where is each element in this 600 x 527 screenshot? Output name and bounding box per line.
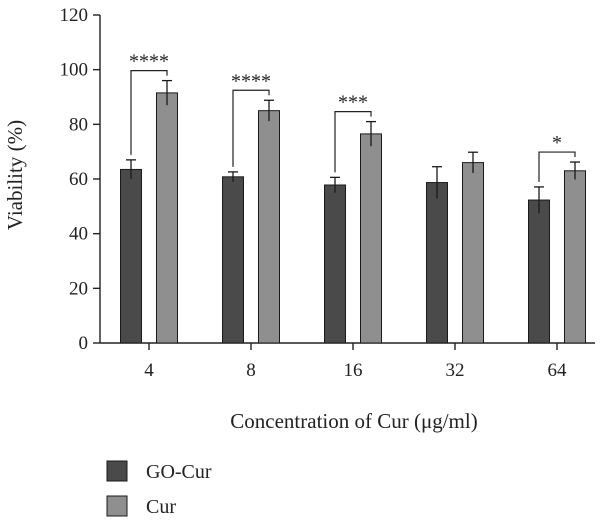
x-tick-label: 4	[144, 360, 154, 381]
bar-cur-32	[462, 162, 484, 344]
legend-swatch	[106, 495, 128, 517]
x-tick-label: 32	[446, 360, 465, 381]
x-tick-label: 8	[246, 360, 256, 381]
significance-bracket	[334, 111, 372, 173]
significance-brackets: ************	[129, 51, 576, 182]
bar-go-cur-8	[222, 176, 244, 344]
legend-label: Cur	[146, 496, 176, 518]
legend-label: GO-Cur	[146, 461, 212, 483]
x-axis-title: Concentration of Cur (μg/ml)	[230, 409, 477, 433]
bar-go-cur-32	[426, 182, 448, 344]
y-tick-label: 40	[69, 224, 88, 245]
bar-go-cur-4	[120, 168, 142, 344]
x-tick-label: 64	[548, 360, 568, 381]
bar-cur-64	[564, 170, 586, 344]
significance-label: *	[552, 132, 562, 154]
y-axis-title: Viability (%)	[3, 120, 27, 230]
y-axis: 0 20 40 60 80 100 120	[60, 5, 101, 354]
legend-swatch	[106, 460, 128, 482]
bar-cur-16	[360, 133, 382, 344]
legend: GO-Cur Cur	[106, 460, 212, 518]
significance-label: ****	[231, 70, 271, 92]
bar-cur-8	[258, 110, 280, 344]
bar-cur-4	[156, 92, 178, 344]
y-tick-label: 100	[60, 60, 89, 81]
y-tick-label: 20	[69, 278, 88, 299]
significance-bracket	[538, 151, 576, 182]
bar-go-cur-64	[528, 199, 550, 344]
significance-label: ****	[129, 51, 169, 73]
y-tick-label: 120	[60, 5, 89, 26]
significance-label: ***	[338, 92, 368, 114]
significance-bracket	[130, 70, 168, 155]
bars	[120, 92, 586, 344]
significance-bracket	[232, 89, 270, 167]
y-tick-label: 0	[79, 333, 89, 354]
error-bars	[126, 79, 580, 214]
y-tick-label: 60	[69, 169, 88, 190]
bar-go-cur-16	[324, 184, 346, 344]
x-tick-label: 16	[344, 360, 363, 381]
x-axis: 4 8 16 32 64	[100, 342, 595, 381]
y-tick-label: 80	[69, 114, 88, 135]
